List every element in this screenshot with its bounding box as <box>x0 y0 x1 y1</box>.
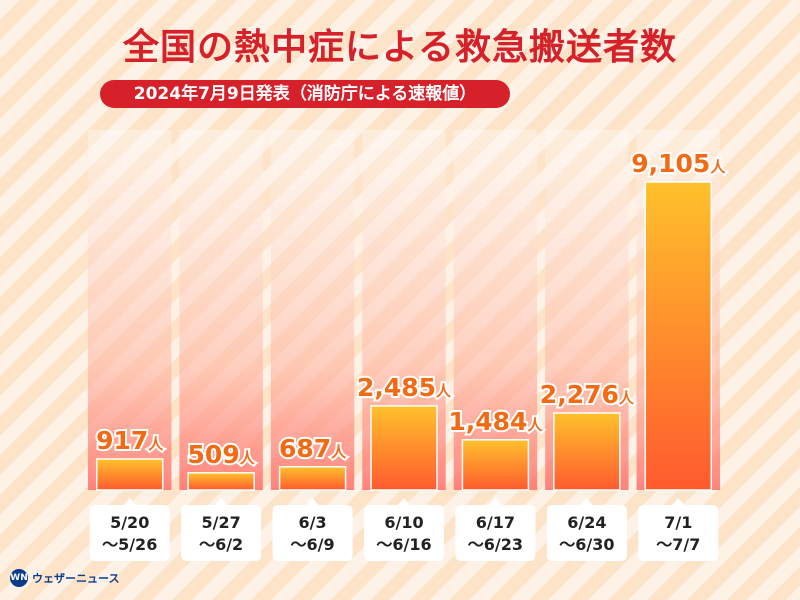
bar <box>553 412 621 491</box>
category-label: 5/27 <box>202 513 241 532</box>
bar <box>461 439 530 491</box>
bar <box>95 458 164 491</box>
logo-text: ウェザーニュース <box>32 572 120 585</box>
category-callout <box>638 498 719 561</box>
bar <box>644 181 713 491</box>
category-callout <box>455 498 536 561</box>
category-label: 7/1 <box>664 513 692 532</box>
data-label: 2,485人 <box>357 373 452 402</box>
category-callout <box>546 498 627 561</box>
category-label: ～5/26 <box>102 535 157 554</box>
category-label: ～6/16 <box>376 535 431 554</box>
category-label: 6/17 <box>476 513 515 532</box>
category-callout <box>364 498 444 561</box>
category-callout <box>89 498 170 561</box>
category-callout <box>181 498 262 561</box>
category-label: 6/24 <box>567 513 606 532</box>
weathernews-logo: WN ウェザーニュース <box>10 568 119 588</box>
chart-subtitle: 2024年7月9日発表（消防庁による速報値） <box>100 80 510 108</box>
data-label: 9,105人 <box>631 149 726 178</box>
category-label: ～6/9 <box>291 535 335 554</box>
category-label: 6/10 <box>384 513 423 532</box>
chart-title: 全国の熱中症による救急搬送者数 <box>123 27 677 68</box>
data-label: 917人 <box>96 426 164 455</box>
category-label: 6/3 <box>299 513 327 532</box>
data-label: 1,484人 <box>448 407 543 436</box>
data-label: 2,276人 <box>540 380 635 409</box>
column-background <box>270 130 355 490</box>
category-callout <box>272 498 353 561</box>
data-label: 687人 <box>279 434 347 463</box>
data-label: 509人 <box>188 440 256 469</box>
category-label: ～7/7 <box>656 535 700 554</box>
bar <box>187 472 255 491</box>
category-label: ～6/23 <box>468 535 523 554</box>
column-background <box>179 130 263 490</box>
bar <box>278 466 347 491</box>
category-label: ～6/2 <box>199 535 243 554</box>
bar <box>370 405 438 491</box>
category-label: 5/20 <box>110 513 149 532</box>
category-label: ～6/30 <box>559 535 614 554</box>
column-background <box>88 130 172 490</box>
logo-mark-icon: WN <box>10 569 28 587</box>
column-background <box>453 130 538 490</box>
